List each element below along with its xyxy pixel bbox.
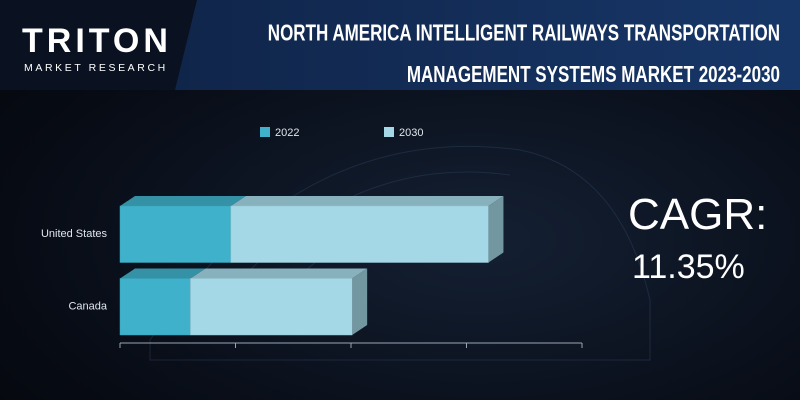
bar — [230, 205, 489, 263]
cagr-label: CAGR: — [628, 190, 768, 239]
title-banner — [175, 0, 800, 90]
legend-swatch — [384, 127, 394, 137]
header: TRITON MARKET RESEARCH NORTH AMERICA INT… — [0, 0, 800, 90]
bar-side — [488, 196, 504, 263]
bar — [119, 278, 191, 336]
legend-label: 2030 — [399, 127, 423, 139]
bar — [119, 205, 232, 263]
y-tick-label: Canada — [68, 301, 107, 313]
chart-title: NORTH AMERICA INTELLIGENT RAILWAYS TRANS… — [267, 20, 780, 88]
bar-top — [190, 268, 368, 279]
cagr-value: 11.35% — [632, 248, 745, 286]
logo-tagline: MARKET RESEARCH — [24, 62, 168, 74]
legend-swatch — [260, 127, 270, 137]
bar-top — [120, 196, 246, 206]
legend-label: 2022 — [275, 127, 299, 139]
bar — [190, 278, 353, 336]
bar-top — [230, 196, 504, 206]
bar-top — [120, 268, 206, 279]
bar-side — [352, 268, 368, 335]
y-tick-label: United States — [41, 228, 108, 240]
logo-name: TRITON — [22, 22, 172, 60]
